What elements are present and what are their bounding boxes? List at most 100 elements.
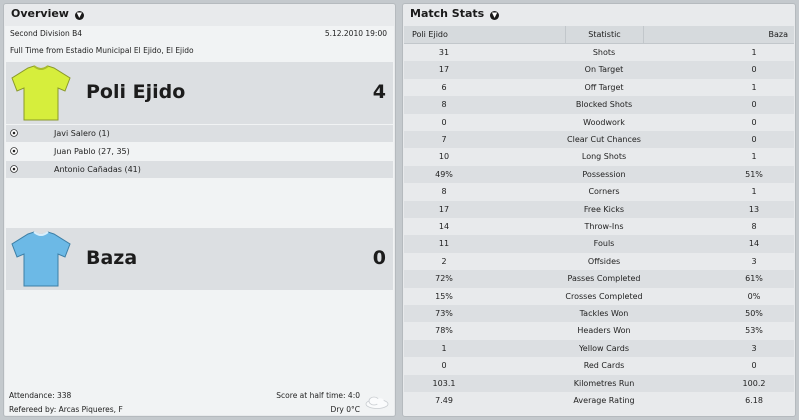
- stat-home-value: 8: [441, 100, 447, 110]
- stat-row: 7.49 Average Rating 6.18: [404, 392, 794, 409]
- stat-home-value: 10: [438, 152, 450, 162]
- stat-label: Crosses Completed: [565, 291, 643, 301]
- venue-line: Full Time from Estadio Municipal El Ejid…: [10, 46, 194, 55]
- overview-panel: Overview ▼ Second Division B4 5.12.2010 …: [3, 3, 396, 417]
- overview-header[interactable]: Overview ▼: [4, 4, 395, 24]
- stat-home-value: 78%: [435, 326, 453, 336]
- stat-home-value: 14: [438, 222, 450, 231]
- stat-away-value: 1: [751, 152, 757, 162]
- match-meta: Second Division B4 5.12.2010 19:00: [10, 29, 387, 38]
- stat-away-value: 0: [751, 117, 757, 127]
- stat-away-value: 13: [748, 204, 760, 214]
- chevron-down-icon[interactable]: ▼: [74, 11, 84, 20]
- match-stats-panel: Match Stats ▼ Poli Ejido Statistic Baza …: [402, 3, 796, 417]
- stat-home-value: 31: [438, 48, 450, 57]
- stat-away-value: 51%: [745, 169, 763, 179]
- stat-row: 73% Tackles Won 50%: [404, 305, 794, 323]
- stat-away-value: 0: [751, 65, 757, 75]
- stat-away-value: 8: [751, 222, 757, 231]
- away-team-name[interactable]: Baza: [86, 247, 138, 269]
- home-team-score: 4: [372, 81, 386, 103]
- home-team-name[interactable]: Poli Ejido: [86, 81, 186, 103]
- stat-away-value: 53%: [745, 326, 763, 336]
- stat-home-value: 0: [441, 361, 447, 371]
- stat-row: 78% Headers Won 53%: [404, 322, 794, 339]
- attendance: Attendance: 338: [9, 391, 72, 400]
- stat-row: 72% Passes Completed 61%: [404, 270, 794, 288]
- football-icon: [10, 129, 18, 137]
- stat-home-value: 72%: [435, 274, 453, 284]
- stat-row: 17 On Target 0: [404, 61, 794, 79]
- stat-label: Fouls: [593, 239, 615, 249]
- away-shirt-icon: [11, 231, 71, 287]
- stat-home-value: 17: [438, 204, 450, 214]
- stat-row: 11 Fouls 14: [404, 235, 794, 253]
- stat-home-value: 49%: [435, 169, 453, 179]
- stat-home-value: 103.1: [432, 378, 456, 388]
- goal-scorer[interactable]: Antonio Cañadas (41): [54, 165, 141, 174]
- stat-away-value: 0: [751, 100, 757, 110]
- stat-away-value: 3: [751, 256, 757, 266]
- stat-label: Blocked Shots: [575, 100, 633, 110]
- stat-home-value: 7: [441, 135, 447, 144]
- division-label: Second Division B4: [10, 29, 83, 38]
- referee[interactable]: Refereed by: Arcas Piqueres, F: [9, 405, 123, 414]
- stat-away-value: 0: [751, 361, 757, 371]
- stat-row: 31 Shots 1: [404, 44, 794, 61]
- stat-label: Offsides: [587, 256, 621, 266]
- stat-home-value: 73%: [435, 309, 453, 318]
- stat-row: 10 Long Shots 1: [404, 148, 794, 165]
- stat-label: Possession: [582, 169, 626, 179]
- stat-label: Long Shots: [581, 152, 627, 162]
- stat-away-value: 1: [751, 82, 757, 92]
- stat-label: Kilometres Run: [573, 378, 635, 388]
- away-team-band[interactable]: Baza 0: [6, 228, 393, 290]
- stat-label: Throw-Ins: [584, 222, 624, 231]
- goal-row: Juan Pablo (27, 35): [6, 143, 393, 160]
- stat-away-value: 100.2: [742, 378, 766, 388]
- chevron-down-icon[interactable]: ▼: [490, 11, 500, 20]
- football-icon: [10, 165, 18, 173]
- away-team-score: 0: [372, 247, 386, 269]
- match-stats-title: Match Stats: [410, 7, 485, 20]
- stat-row: 8 Corners 1: [404, 183, 794, 200]
- stat-label: Corners: [588, 187, 620, 197]
- stat-label: Off Target: [584, 82, 624, 92]
- column-header-away[interactable]: Baza: [768, 30, 789, 39]
- column-header-statistic[interactable]: Statistic: [565, 26, 644, 43]
- stat-row: 49% Possession 51%: [404, 165, 794, 184]
- stat-home-value: 15%: [435, 291, 453, 301]
- stat-away-value: 61%: [745, 274, 763, 284]
- stat-label: Shots: [592, 48, 616, 57]
- stat-home-value: 2: [441, 256, 447, 266]
- stat-away-value: 0%: [747, 291, 761, 301]
- weather-text: Dry 0°C: [330, 405, 360, 414]
- match-stats-header[interactable]: Match Stats ▼: [403, 4, 795, 24]
- stat-row: 103.1 Kilometres Run 100.2: [404, 374, 794, 392]
- stat-row: 7 Clear Cut Chances 0: [404, 131, 794, 149]
- half-time-score: Score at half time: 4:0: [276, 391, 360, 400]
- cloud-icon: [365, 396, 389, 409]
- stat-label: Free Kicks: [583, 204, 625, 214]
- stat-label: Tackles Won: [579, 309, 629, 318]
- stat-row: 17 Free Kicks 13: [404, 200, 794, 218]
- stats-table-header: Poli Ejido Statistic Baza: [404, 26, 794, 44]
- goal-scorer[interactable]: Juan Pablo (27, 35): [54, 147, 130, 156]
- match-date: 5.12.2010 19:00: [324, 29, 387, 38]
- goal-scorer[interactable]: Javi Salero (1): [54, 129, 110, 138]
- stat-label: Clear Cut Chances: [567, 135, 641, 144]
- stat-row: 8 Blocked Shots 0: [404, 96, 794, 114]
- stat-home-value: 6: [441, 82, 447, 92]
- column-header-home[interactable]: Poli Ejido: [412, 30, 448, 39]
- stat-row: 1 Yellow Cards 3: [404, 339, 794, 358]
- stat-away-value: 0: [751, 135, 757, 144]
- stat-row: 2 Offsides 3: [404, 253, 794, 270]
- stat-row: 14 Throw-Ins 8: [404, 218, 794, 235]
- stat-label: On Target: [584, 65, 624, 75]
- stat-home-value: 0: [441, 117, 447, 127]
- stat-row: 0 Woodwork 0: [404, 114, 794, 131]
- stat-away-value: 1: [751, 48, 757, 57]
- home-team-band[interactable]: Poli Ejido 4: [6, 62, 393, 124]
- stat-row: 0 Red Cards 0: [404, 357, 794, 374]
- stat-away-value: 14: [748, 239, 760, 249]
